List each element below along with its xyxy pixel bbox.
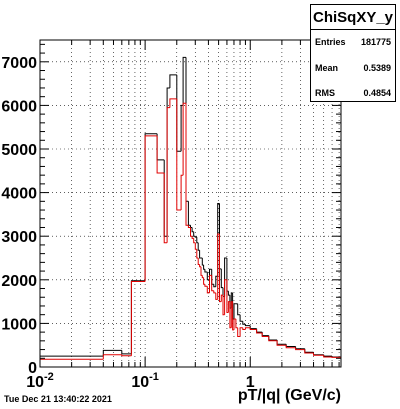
stats-label: Entries <box>315 37 346 47</box>
histogram-bin <box>191 236 194 239</box>
histogram-bin <box>244 327 251 330</box>
histogram-bin <box>239 327 243 337</box>
stats-label: Mean <box>315 63 339 73</box>
y-tick-label: 1000 <box>1 316 37 333</box>
stats-row-mean: Mean 0.5389 <box>315 61 391 75</box>
histogram-bin <box>144 135 158 282</box>
histogram-bin <box>193 231 196 237</box>
histogram-bin <box>222 295 225 316</box>
histogram-bin <box>199 250 201 259</box>
timestamp: Tue Dec 21 13:40:22 2021 <box>4 394 112 404</box>
histogram-series-1 <box>39 98 341 367</box>
histogram-bin <box>219 234 222 303</box>
histogram-bin <box>244 324 251 327</box>
histogram-bin <box>239 314 243 322</box>
stats-box-title: ChiSqXY_y <box>311 5 395 30</box>
y-tick-label: 5000 <box>1 142 37 159</box>
histogram-bin <box>206 272 210 281</box>
histogram-bin <box>295 347 305 351</box>
x-axis-label: pT/|q| (GeV/c) <box>238 387 341 404</box>
histogram-bin <box>215 275 218 287</box>
histogram-bin <box>249 327 257 330</box>
histogram-bin <box>185 103 189 226</box>
histogram-bin <box>130 281 146 356</box>
y-tick-label: 6000 <box>1 98 37 115</box>
histogram-bin <box>235 319 238 329</box>
stats-value: 0.4854 <box>363 88 391 98</box>
histogram-bin <box>256 329 263 334</box>
histogram-bin <box>276 340 287 346</box>
histogram-bin <box>169 74 177 88</box>
stats-box: ChiSqXY_y Entries 181775 Mean 0.5389 RMS… <box>310 4 396 102</box>
histogram-bin <box>304 349 314 354</box>
histogram-bin <box>213 284 216 288</box>
histogram-bin <box>211 275 214 292</box>
histogram-bin <box>169 98 177 108</box>
y-tick-label: 0 <box>28 360 37 377</box>
histogram-bin <box>237 303 241 316</box>
histogram-bin <box>206 286 210 294</box>
histogram-bin <box>163 173 168 244</box>
histogram-bin <box>204 284 208 287</box>
stats-value: 181775 <box>360 37 391 47</box>
histogram-bin <box>285 345 296 349</box>
y-tick-label: 7000 <box>1 55 37 72</box>
histogram-bin <box>102 354 122 360</box>
y-tick-label: 3000 <box>1 229 37 246</box>
histogram-bin <box>180 174 184 210</box>
axes: 0 1000 2000 3000 4000 5000 6000 7000 10-2 10-1 1 <box>1 40 341 391</box>
histogram-bin <box>187 225 191 228</box>
histogram-bin <box>102 349 122 357</box>
histogram-bin <box>233 318 236 330</box>
histogram-bin <box>242 327 246 330</box>
histogram-bin <box>176 98 182 211</box>
histogram-bin <box>215 292 218 300</box>
histogram-bin <box>217 233 220 300</box>
histogram-bin <box>204 269 208 273</box>
histogram-bin <box>224 279 227 315</box>
histogram-bin <box>156 135 165 174</box>
histogram-bin <box>182 102 186 176</box>
stats-row-entries: Entries 181775 <box>315 35 391 49</box>
histogram-bin <box>237 327 241 337</box>
y-tick-label: 2000 <box>1 273 37 290</box>
stats-value: 0.5389 <box>363 63 391 73</box>
histogram-bin <box>242 321 246 325</box>
histogram-bin <box>213 290 216 294</box>
histogram-bin <box>233 303 236 319</box>
stats-row-rms: RMS 0.4854 <box>315 86 391 100</box>
histogram-series <box>39 56 341 367</box>
histogram-bin <box>121 354 132 357</box>
x-tick-label: 10-2 <box>26 371 54 391</box>
histogram-bin <box>209 274 212 293</box>
y-tick-label: 4000 <box>1 186 37 203</box>
plot-frame <box>39 39 342 368</box>
histogram-bin <box>220 294 223 302</box>
histogram-bin <box>166 107 170 243</box>
histogram-bin <box>190 227 193 237</box>
x-tick-label: 10-1 <box>131 371 159 391</box>
histogram-bin <box>180 104 184 152</box>
stats-label: RMS <box>315 88 335 98</box>
histogram-bin <box>313 353 324 356</box>
histogram-bin <box>193 238 196 244</box>
histogram-bin <box>323 355 332 358</box>
histogram-bin <box>191 227 194 233</box>
histogram-bin <box>220 268 223 289</box>
histogram-bin <box>121 350 132 355</box>
histogram-bin <box>261 333 269 337</box>
histogram-bin <box>268 336 278 342</box>
x-tick-label: 1 <box>246 374 255 391</box>
histogram-bin <box>182 56 186 106</box>
